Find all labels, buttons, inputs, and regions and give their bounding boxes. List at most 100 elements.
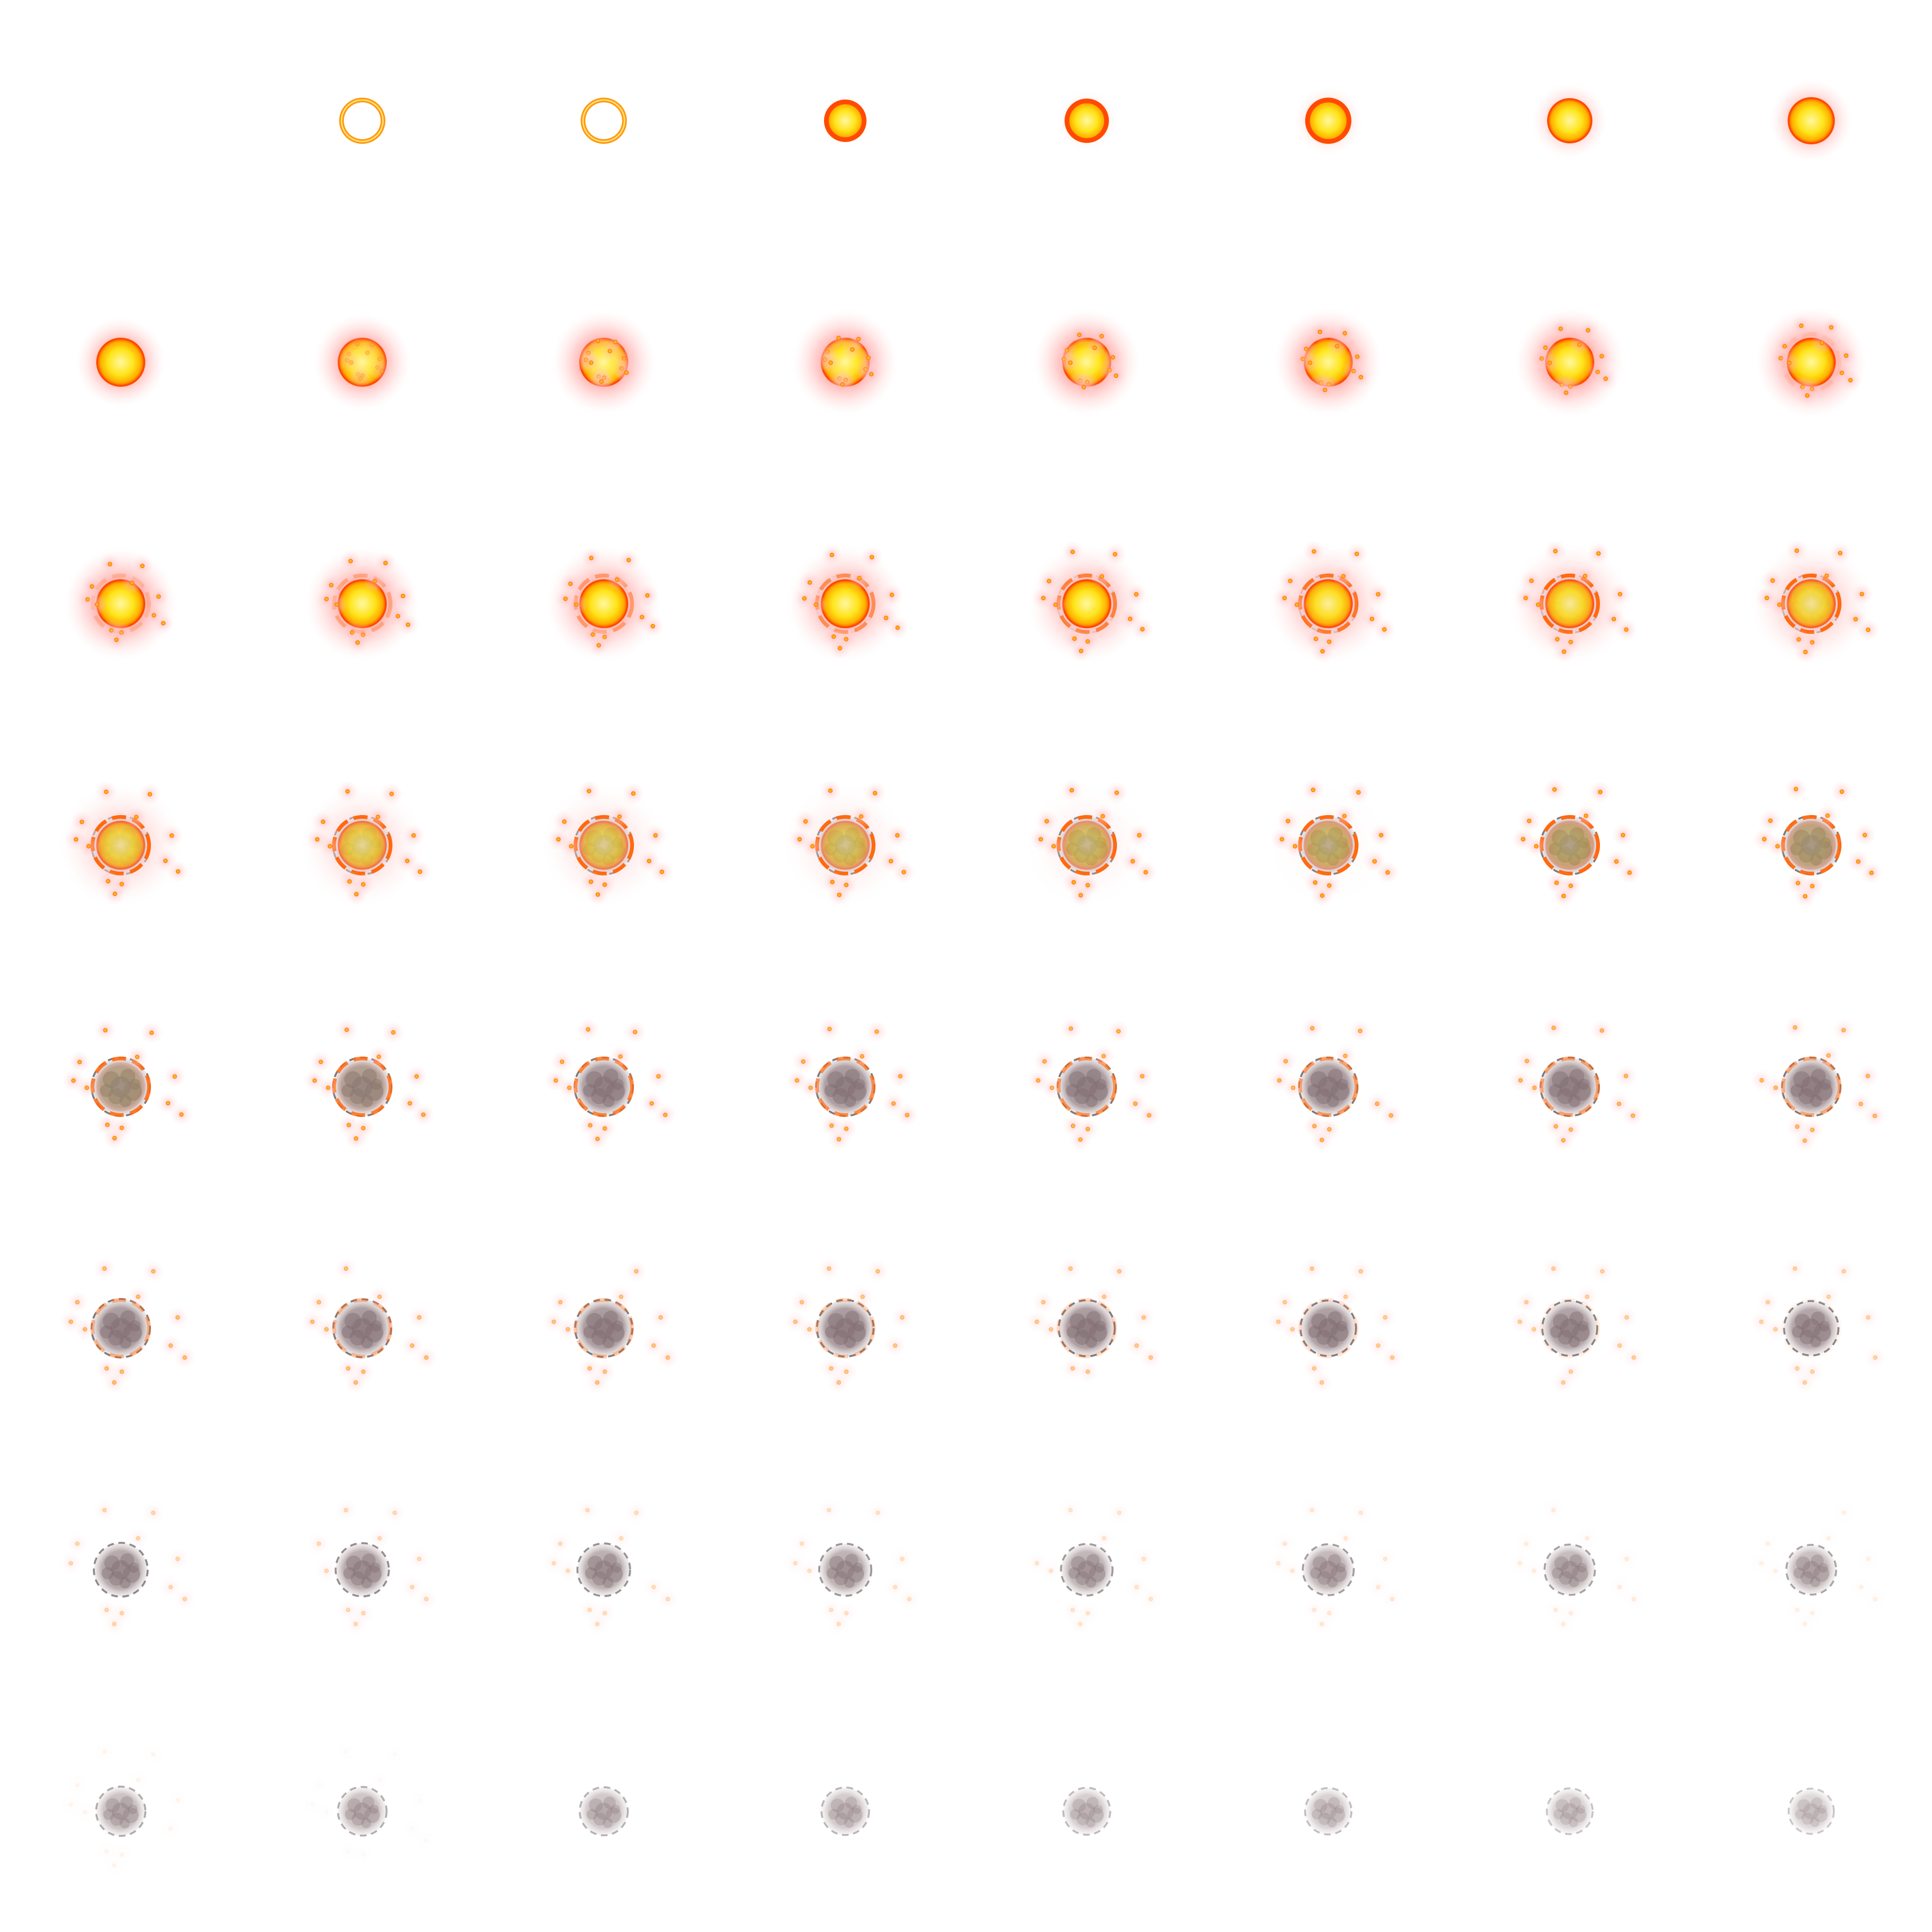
spark-halo (368, 1527, 391, 1550)
spark (1078, 893, 1083, 898)
smoke-puff (835, 1318, 856, 1339)
spark (653, 833, 658, 838)
spark (1862, 833, 1867, 838)
smoke-puff (128, 1562, 139, 1573)
spark (1320, 649, 1325, 654)
smoke-puff (583, 1084, 596, 1097)
smoke-puff (103, 1313, 120, 1330)
spark (1841, 1028, 1846, 1033)
spark (1038, 837, 1043, 842)
frame (1532, 83, 1607, 158)
smoke-puff (1560, 1318, 1580, 1338)
spark (94, 602, 100, 607)
smoke-puff (343, 1567, 356, 1580)
spark (647, 858, 651, 864)
frame (1770, 79, 1853, 162)
spark (566, 1568, 570, 1574)
spark (361, 1611, 366, 1616)
spark (112, 1380, 117, 1385)
smoke-puff (110, 1318, 131, 1339)
smoke-puff (1310, 1567, 1322, 1579)
spark (844, 1369, 849, 1374)
frame (1025, 779, 1158, 907)
smoke-puff (1307, 1084, 1321, 1097)
spark (1285, 819, 1291, 824)
spark (1819, 341, 1824, 345)
spark-halo (656, 1588, 679, 1611)
spark (358, 376, 363, 381)
smoke (1058, 1058, 1116, 1116)
spark (1796, 881, 1800, 885)
spark (1070, 550, 1075, 554)
smoke-puff (593, 1318, 614, 1339)
smoke-puff (1069, 1071, 1086, 1088)
core (1304, 821, 1353, 870)
smoke-puff (119, 1818, 130, 1829)
smoke-puff (1559, 1812, 1573, 1825)
core (96, 1062, 145, 1111)
spark (321, 819, 325, 824)
smoke (575, 1058, 633, 1116)
spark (801, 1059, 806, 1064)
spark (626, 558, 631, 563)
smoke-puff (1796, 1556, 1811, 1571)
smoke-puff (1327, 1576, 1338, 1588)
spark (1070, 1607, 1075, 1612)
spark (68, 1561, 73, 1566)
smoke-puff (1095, 1320, 1106, 1332)
spark (1041, 1300, 1046, 1305)
spark (1614, 859, 1619, 864)
spark-halo (1040, 1559, 1063, 1582)
spark (807, 1568, 812, 1574)
smoke-puff (364, 1807, 380, 1823)
spark (826, 1266, 832, 1271)
spark (372, 579, 377, 584)
frame (1267, 1257, 1404, 1394)
smoke-edge (92, 1541, 149, 1598)
smoke-puff (845, 1797, 858, 1809)
spark (346, 1123, 351, 1127)
spark (619, 1294, 624, 1299)
frame (308, 1499, 438, 1635)
spark (602, 1369, 608, 1374)
frame (1025, 1257, 1162, 1383)
spark (182, 1597, 187, 1601)
smoke-puff (1076, 1076, 1097, 1097)
spark (1116, 1029, 1121, 1034)
frame (314, 314, 411, 411)
spark (172, 1074, 177, 1079)
smoke-puff (364, 1565, 382, 1583)
smoke-puff (1070, 1809, 1081, 1820)
smoke-puff (825, 1325, 838, 1339)
spark (586, 789, 591, 793)
smoke-puff (1557, 1088, 1573, 1104)
spark (74, 837, 78, 842)
smoke-puff (586, 1313, 603, 1330)
spark (119, 1852, 125, 1857)
spark-halo (1764, 1559, 1787, 1582)
smoke-edge (820, 1786, 870, 1836)
spark (1617, 591, 1623, 597)
smoke (333, 1299, 391, 1357)
smoke-puff (1066, 1084, 1079, 1097)
spark (651, 1343, 656, 1348)
spark-halo (1542, 1257, 1565, 1280)
spark (1561, 1138, 1566, 1143)
spark (1071, 1124, 1075, 1128)
spark (1309, 1266, 1315, 1271)
smoke-puff (1569, 1554, 1582, 1567)
spark (799, 1541, 804, 1546)
spark-halo (1575, 1285, 1599, 1308)
spark (1551, 1266, 1556, 1271)
spark-halo (1349, 1501, 1372, 1524)
spark (1534, 844, 1539, 849)
smoke-puff (1811, 1311, 1825, 1326)
smoke-puff (1797, 1799, 1811, 1813)
spark (828, 788, 833, 793)
core (96, 821, 145, 870)
smoke-puff (1800, 1571, 1814, 1585)
frame (784, 779, 916, 907)
frame (1750, 1257, 1887, 1394)
spark-halo (609, 1527, 633, 1550)
spark (1532, 1327, 1536, 1332)
